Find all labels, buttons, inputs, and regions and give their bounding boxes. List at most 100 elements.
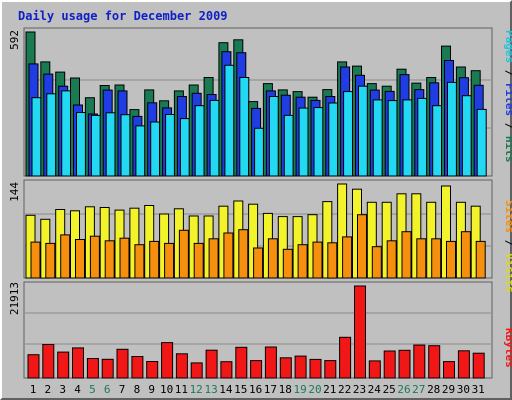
bar-kbytes-day-17 [264,346,277,379]
bar-sites-day-27 [416,238,427,279]
bar-pages-day-7 [120,114,131,177]
day-label-6: 6 [104,383,111,396]
bar-sites-day-4 [75,239,85,279]
day-label-25: 25 [383,383,396,396]
bar-pages-day-9 [150,121,161,177]
bar-pages-day-17 [268,96,279,177]
bar-kbytes-day-5 [86,358,99,379]
bar-sites-day-25 [386,240,397,279]
bar-sites-day-12 [193,242,204,279]
day-label-22: 22 [338,383,351,396]
day-label-19: 19 [293,383,306,396]
bar-pages-day-15 [239,77,250,177]
bar-pages-day-11 [179,118,190,177]
bar-sites-day-5 [89,235,100,279]
bar-sites-day-15 [238,229,249,279]
bar-kbytes-day-20 [309,358,322,379]
bar-pages-day-31 [476,108,487,177]
day-label-14: 14 [219,383,233,396]
bar-kbytes-day-19 [294,355,307,379]
bar-pages-day-28 [432,105,443,177]
bar-pages-day-8 [135,125,146,177]
day-label-27: 27 [412,383,425,396]
ymax-label-visits: 144 [8,182,21,202]
bar-kbytes-day-24 [368,360,381,379]
day-labels: 1 2 3 4 5 6 7 8 9 10 11 12 13 14 15 16 17 18 19 20 21 22 23 24 2… [30,383,485,396]
side-label-hits-hits: Hits [503,136,512,163]
bar-kbytes-day-27 [413,344,426,379]
bar-kbytes-day-4 [72,347,84,379]
bar-kbytes-day-25 [383,350,396,379]
bar-kbytes-day-11 [175,353,188,379]
bar-sites-day-24 [371,246,382,279]
bar-sites-day-9 [149,240,160,279]
bar-pages-day-19 [298,107,309,177]
bar-pages-day-16 [254,127,265,177]
day-label-5: 5 [89,383,96,396]
bar-sites-day-28 [431,238,442,279]
day-label-21: 21 [323,383,336,396]
bar-sites-day-20 [312,241,323,279]
bar-sites-day-1 [30,241,41,279]
day-label-24: 24 [368,383,382,396]
day-label-31: 31 [472,383,485,396]
bar-kbytes-day-3 [57,351,70,379]
bar-pages-day-12 [194,105,205,177]
day-label-15: 15 [234,383,247,396]
day-label-1: 1 [30,383,37,396]
bar-kbytes-day-31 [472,352,485,379]
bar-sites-day-17 [267,238,278,279]
day-label-9: 9 [148,383,155,396]
day-label-13: 13 [204,383,217,396]
bar-sites-day-30 [460,231,471,279]
day-label-10: 10 [160,383,173,396]
day-label-11: 11 [175,383,188,396]
bar-kbytes-day-15 [235,346,248,379]
panel-pages-files-hits: 592 Pages / Files / Hits [8,27,512,177]
day-label-12: 12 [190,383,203,396]
bar-pages-day-13 [209,99,220,177]
bar-kbytes-day-7 [116,348,129,379]
bar-pages-day-29 [447,81,457,177]
bar-pages-day-27 [417,97,428,177]
side-label-visits-visits: Visits [503,253,512,293]
bar-pages-day-18 [283,114,294,177]
bar-pages-day-1 [31,97,42,177]
day-label-3: 3 [59,383,66,396]
bar-kbytes-day-26 [398,349,411,379]
bar-sites-day-6 [104,240,115,279]
bar-kbytes-day-6 [101,358,114,379]
bar-kbytes-day-12 [190,362,203,379]
bar-kbytes-day-28 [428,345,441,379]
side-label-kbytes: KBytes [503,328,512,368]
ymax-label-kbytes: 21913 [8,282,21,315]
bar-kbytes-day-16 [250,360,263,379]
bar-kbytes-day-1 [27,354,40,379]
bar-kbytes-day-13 [205,349,218,379]
bar-kbytes-day-18 [279,357,292,379]
bar-sites-day-2 [45,242,56,279]
day-label-16: 16 [249,383,262,396]
bar-pages-day-10 [165,114,176,177]
bar-sites-day-22 [342,236,353,279]
side-label-visits: Sites / Visits [503,200,512,293]
bar-sites-day-31 [475,240,486,279]
day-label-4: 4 [74,383,81,396]
bar-sites-day-16 [253,247,264,279]
side-label-sep-3: / [503,233,512,253]
day-label-30: 30 [457,383,470,396]
bar-pages-day-23 [358,85,368,177]
bar-pages-day-21 [328,102,339,177]
bar-sites-day-23 [357,214,367,279]
side-label-hits-files: Files [503,83,512,116]
bar-pages-day-20 [313,107,324,177]
bar-pages-day-14 [224,64,235,177]
bar-kbytes-day-23 [354,285,366,379]
bar-sites-day-11 [178,229,189,279]
bar-pages-day-30 [461,95,472,177]
bar-pages-day-2 [46,93,57,177]
bar-pages-day-3 [61,90,72,177]
bar-pages-day-5 [90,114,101,177]
bar-pages-day-6 [105,112,116,177]
